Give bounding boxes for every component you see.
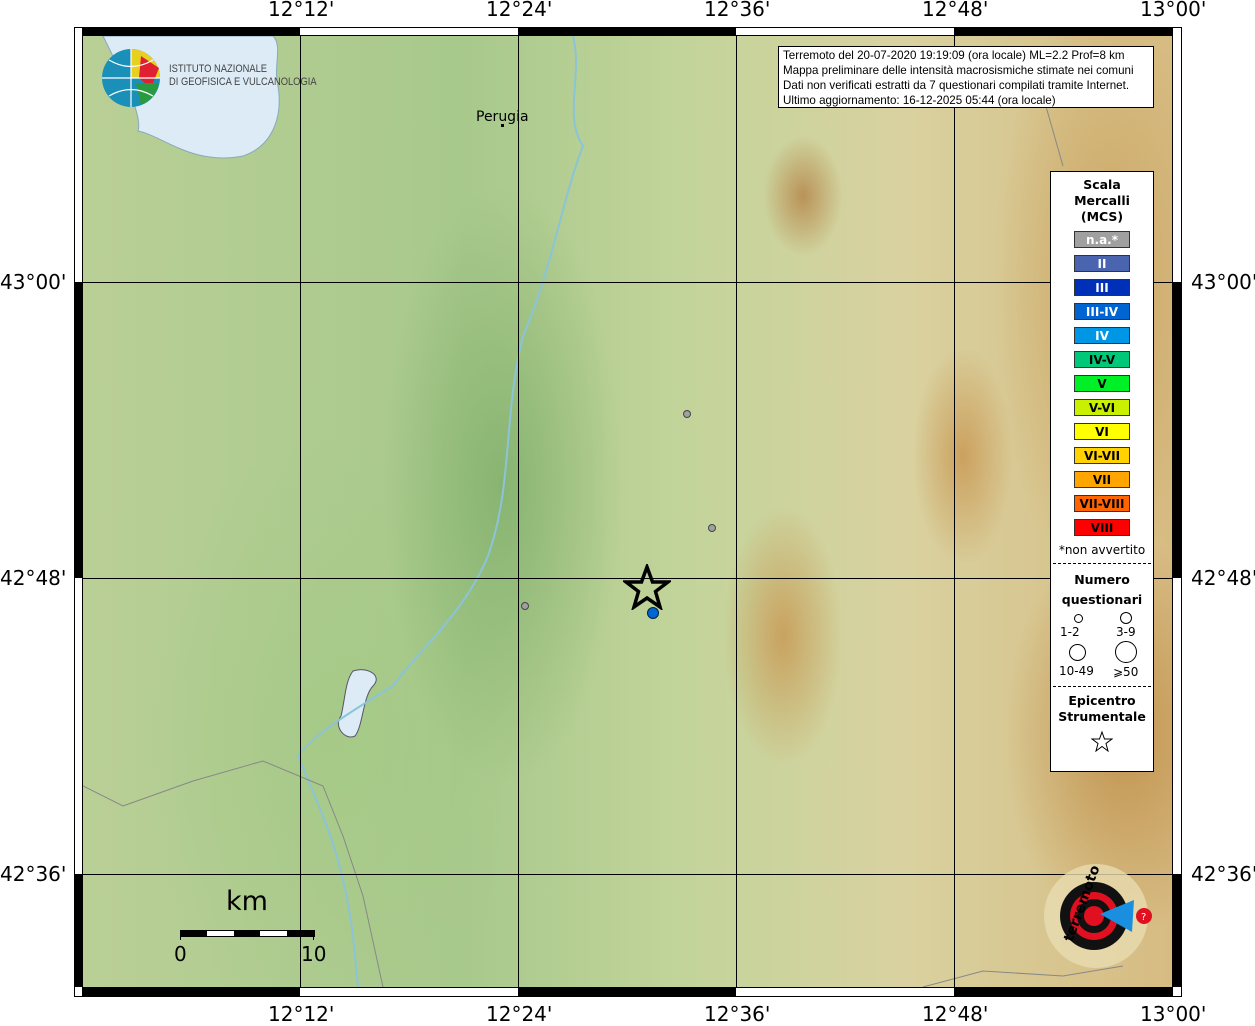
tick-right: 42°36' [1191,862,1255,886]
grid-line [83,874,1172,875]
legend-title: Mercalli [1074,193,1130,208]
count-sizes: 1-2 3-9 10-49 ⩾50 [1051,610,1153,680]
count-title: questionari [1061,592,1143,607]
legend-swatch: VII-VIII [1074,495,1130,512]
place-label-perugia: Perugia [476,109,529,125]
grid-line [954,36,955,987]
tick-left: 42°36' [0,862,67,886]
event-info-box: Terremoto del 20-07-2020 19:19:09 (ora l… [778,46,1154,108]
tick-left: 42°48' [0,566,67,590]
legend-title: Scala [1083,177,1121,192]
legend-swatch: III-IV [1074,303,1130,320]
info-line: Terremoto del 20-07-2020 19:19:09 (ora l… [783,49,1125,62]
legend-swatch: VII [1074,471,1130,488]
ingv-logo: ISTITUTO NAZIONALE DI GEOFISICA E VULCAN… [101,48,317,114]
divider [1053,563,1151,564]
count-label: 3-9 [1116,625,1136,639]
tick-left: 43°00' [0,270,67,294]
haisentito-logo: ? terremoto [1036,858,1160,978]
tick-bottom: 13°00' [1140,1002,1207,1026]
ingv-name-line1: ISTITUTO NAZIONALE [169,63,268,75]
scale-unit: km [226,886,268,917]
intensity-point[interactable] [521,602,529,610]
grid-line [300,36,301,987]
tick-right: 42°48' [1191,566,1255,590]
epicenter-star-icon[interactable] [623,564,671,610]
tick-right: 43°00' [1191,270,1255,294]
legend-swatch: V-VI [1074,399,1130,416]
tick-top: 12°36' [704,0,771,21]
count-label: 10-49 [1059,664,1094,678]
ingv-name-line2: DI GEOFISICA E VULCANOLOGIA [169,76,317,88]
city-marker [501,124,504,127]
tick-bottom: 12°48' [922,1002,989,1026]
tick-bottom: 12°36' [704,1002,771,1026]
legend-swatch: III [1074,279,1130,296]
grid-line [736,36,737,987]
grid-line [518,36,519,987]
count-label: ⩾50 [1113,665,1139,679]
legend-swatch: II [1074,255,1130,272]
grid-line [83,282,1172,283]
info-line: Mappa preliminare delle intensità macros… [783,64,1134,77]
legend-swatch: IV [1074,327,1130,344]
tick-top: 12°24' [486,0,553,21]
scale-min: 0 [174,942,187,966]
star-icon [1090,730,1114,753]
mercalli-legend: Scala Mercalli (MCS) n.a.* II III III-IV IV I… [1050,171,1154,772]
info-line: Dati non verificati estratti da 7 questi… [783,79,1130,92]
legend-swatch: V [1074,375,1130,392]
tick-top: 13°00' [1140,0,1207,21]
legend-swatch: VIII [1074,519,1130,536]
grid-line [83,578,1172,579]
legend-swatch: VI [1074,423,1130,440]
tick-bottom: 12°24' [486,1002,553,1026]
terrain-map[interactable] [83,36,1172,987]
legend-title: (MCS) [1080,209,1124,224]
svg-text:?: ? [1141,912,1146,923]
legend-swatch: IV-V [1074,351,1130,368]
epicenter-title: Strumentale [1058,709,1146,724]
info-line: Ultimo aggiornamento: 16-12-2025 05:44 (… [783,94,1056,107]
count-title: Numero [1074,572,1130,587]
legend-note: *non avvertito [1058,543,1146,557]
intensity-point[interactable] [647,607,659,619]
legend-swatch: VI-VII [1074,447,1130,464]
divider [1053,686,1151,687]
intensity-point[interactable] [708,524,716,532]
tick-top: 12°48' [922,0,989,21]
epicenter-title: Epicentro [1068,693,1136,708]
tick-bottom: 12°12' [268,1002,335,1026]
intensity-point[interactable] [683,410,691,418]
map-features [83,36,1124,987]
tick-top: 12°12' [268,0,335,21]
scale-max: 10 [301,942,327,966]
count-label: 1-2 [1060,625,1080,639]
legend-swatch: n.a.* [1074,231,1130,248]
